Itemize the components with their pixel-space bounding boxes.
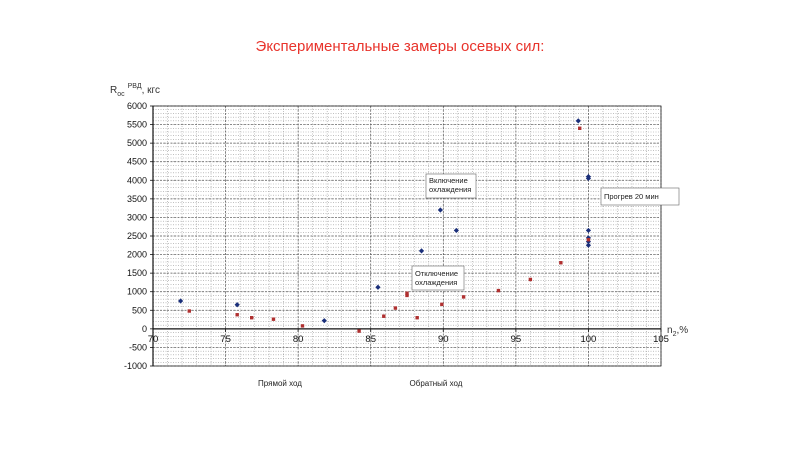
data-point-series-1 (234, 302, 240, 308)
data-point-series-2 (187, 309, 191, 313)
data-point-series-2 (586, 238, 591, 242)
data-point-series-1 (437, 207, 443, 213)
annotation-warmup-box (600, 187, 680, 206)
data-point-series-2 (249, 316, 254, 320)
data-point-series-2 (415, 316, 419, 320)
caption-forward-run: Прямой ход (258, 379, 302, 388)
y-tick-label: 3500 (127, 194, 147, 204)
data-point-series-2 (578, 126, 582, 130)
y-tick-label: 1000 (127, 287, 147, 297)
annotation-cooling-on-box (425, 173, 477, 199)
data-point-series-2 (235, 313, 239, 317)
x-tick-label: 85 (365, 334, 376, 345)
data-point-series-2 (440, 302, 444, 307)
data-point-series-2 (559, 261, 563, 265)
annotation-cooling-on-text: охлаждения (429, 185, 471, 194)
y-tick-label: 5000 (127, 138, 147, 148)
annotation-cooling-off-text: охлаждения (415, 278, 457, 287)
x-tick-label: 105 (653, 334, 669, 345)
axis-labels: RосРВД, кгс n2,% (110, 83, 688, 338)
data-point-series-2 (405, 291, 409, 295)
x-tick-label: 75 (220, 334, 231, 345)
data-point-series-1 (585, 175, 592, 182)
y-tick-label: 6000 (127, 101, 147, 111)
data-point-series-2 (382, 314, 386, 318)
x-tick-label: 70 (148, 334, 159, 345)
y-tick-label: 4000 (127, 175, 147, 185)
data-point-series-1 (575, 118, 581, 124)
caption-reverse-run: Обратный ход (410, 379, 463, 388)
y-tick-label: 3000 (127, 212, 147, 222)
data-point-series-2 (405, 293, 409, 298)
data-point-series-1 (321, 318, 327, 324)
x-tick-label: 95 (511, 334, 522, 345)
x-tick-label: 90 (438, 334, 449, 345)
y-tick-label: 1500 (127, 268, 147, 278)
annotations: Прямой ход Обратный ходВключениеохлаждени… (258, 173, 680, 388)
x-tick-label: 100 (580, 334, 596, 345)
plot-axes (150, 105, 662, 367)
plot-grid (152, 105, 662, 367)
data-point-series-2 (528, 277, 533, 282)
y-tick-label: 4500 (127, 157, 147, 167)
tick-labels: -1000 -500 0 500 1000 1500 2000 2500 3000 3500 400… (124, 101, 669, 371)
x-tick-label: 80 (293, 334, 304, 345)
y-tick-label: -1000 (124, 361, 147, 371)
data-point-series-2 (271, 317, 276, 321)
data-point-series-1 (453, 227, 459, 234)
x-axis-label: n2,% (667, 325, 688, 338)
data-point-series-1 (375, 284, 381, 290)
data-point-series-1 (585, 227, 592, 234)
y-tick-label: 2500 (127, 231, 147, 241)
data-point-series-1 (418, 248, 425, 254)
y-tick-label: 2000 (127, 250, 147, 260)
page-title: Экспериментальные замеры осевых сил: (255, 38, 545, 55)
data-point-series-2 (393, 306, 398, 310)
data-point-series-2 (300, 324, 305, 328)
y-tick-label: -500 (129, 342, 147, 352)
data-point-series-2 (461, 295, 466, 299)
data-point-series-2 (496, 288, 501, 293)
y-axis-label: RосРВД, кгс (110, 83, 160, 98)
data-point-series-1 (585, 242, 592, 248)
annotation-cooling-off-text: Отключение (415, 269, 458, 278)
annotation-cooling-on-text: Включение (429, 176, 468, 185)
data-point-series-2 (357, 329, 361, 333)
annotation-warmup-text: Прогрев 20 мин (604, 192, 659, 201)
data-point-series-1 (177, 298, 184, 304)
y-tick-label: 5500 (127, 120, 147, 130)
y-tick-label: 0 (142, 324, 147, 334)
annotation-cooling-off-box (411, 265, 465, 291)
data-points (177, 118, 592, 333)
y-tick-label: 500 (132, 305, 147, 315)
